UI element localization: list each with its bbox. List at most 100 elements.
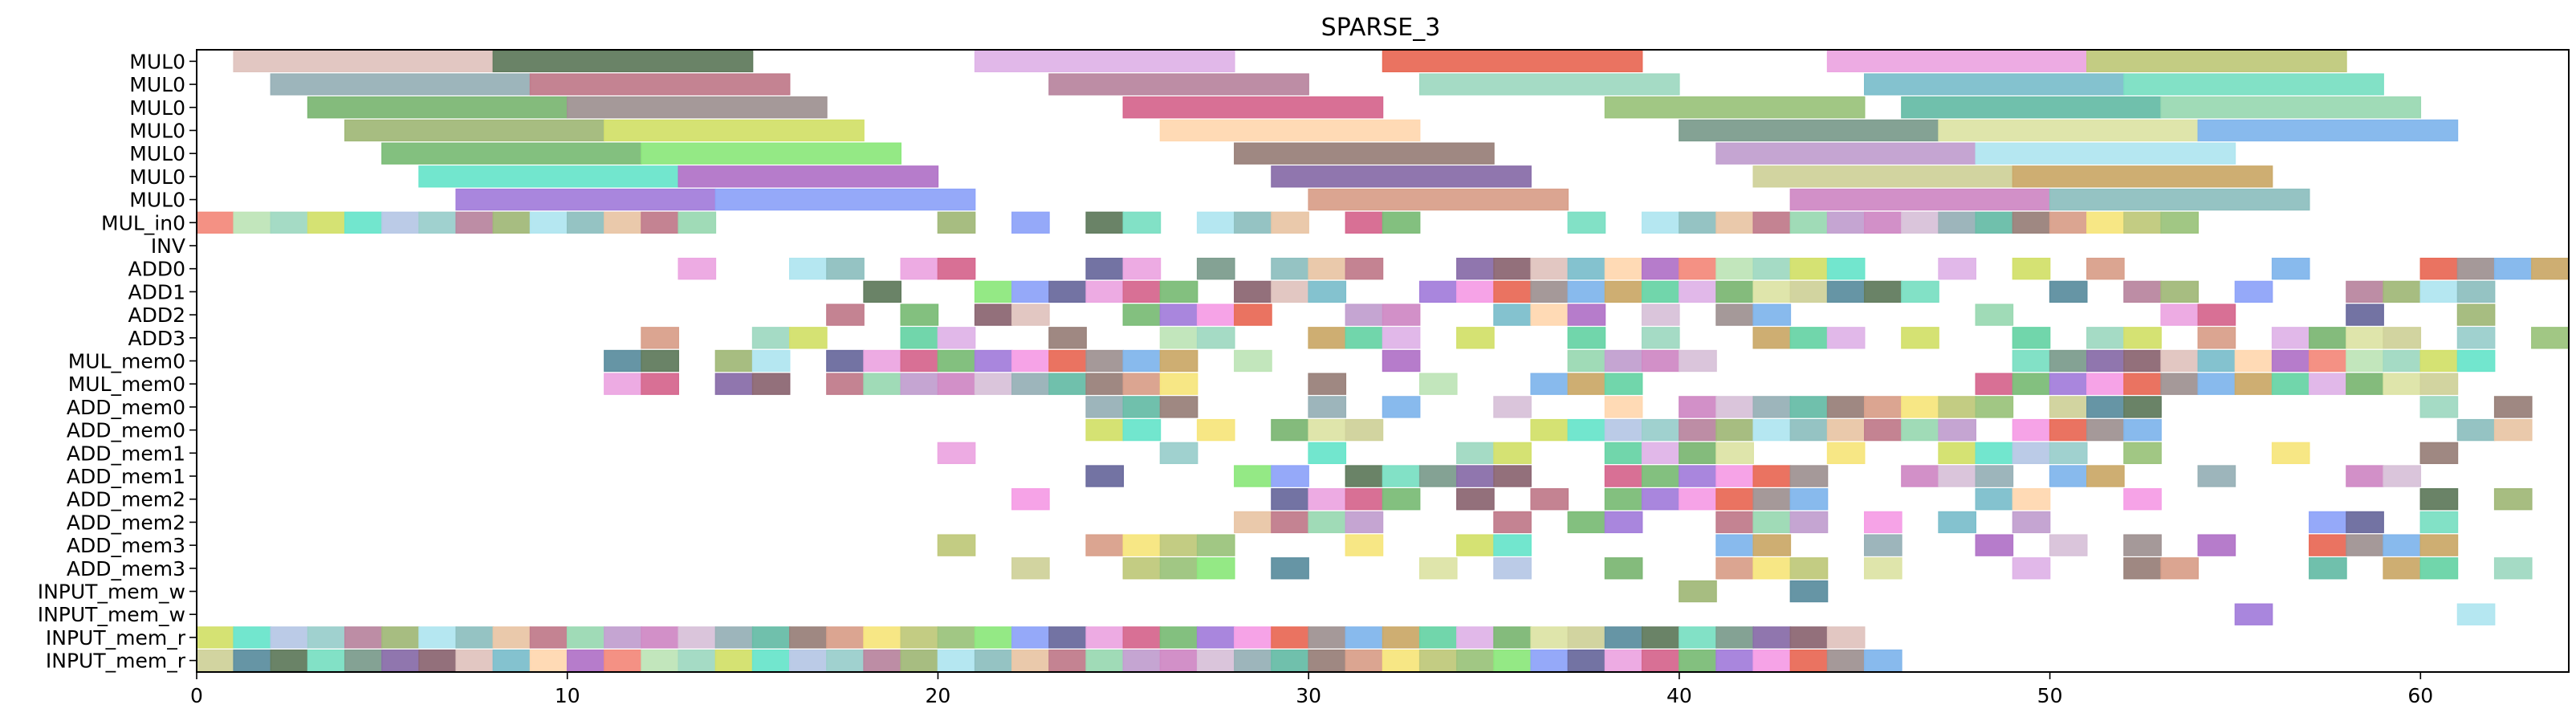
gantt-cell (1271, 488, 1309, 511)
gantt-cell (826, 373, 865, 395)
gantt-cell (714, 649, 754, 672)
gantt-cell (1493, 280, 1532, 303)
gantt-cell (2086, 211, 2125, 234)
gantt-cell (1382, 626, 1421, 649)
gantt-cell (1604, 349, 1643, 373)
gantt-cell (2086, 327, 2125, 349)
gantt-cell (1641, 280, 1680, 303)
gantt-cell (1975, 442, 2014, 464)
gantt-cell (1382, 396, 1421, 418)
gantt-cell (1789, 258, 1829, 280)
gantt-cell (1493, 626, 1532, 649)
gantt-cell (2456, 280, 2496, 303)
gantt-cell (900, 258, 939, 280)
gantt-cell (1456, 649, 1495, 672)
gantt-cell (937, 211, 976, 234)
gantt-cell (1604, 626, 1643, 649)
gantt-cell (2346, 280, 2384, 303)
gantt-cell (1567, 626, 1606, 649)
gantt-cell (2271, 327, 2310, 349)
gantt-cell (1789, 488, 1829, 511)
gantt-cell (604, 211, 642, 234)
gantt-cell (1159, 534, 1198, 556)
gantt-cell (1308, 511, 1347, 534)
gantt-bar (455, 188, 717, 211)
gantt-cell (751, 626, 791, 649)
gantt-bar (1382, 50, 1643, 73)
gantt-cell (751, 373, 791, 395)
gantt-cell (641, 626, 679, 649)
gantt-cell (974, 349, 1013, 373)
gantt-cell (678, 649, 717, 672)
gantt-cell (2383, 557, 2422, 580)
gantt-cell (1085, 280, 1125, 303)
gantt-bar (714, 188, 976, 211)
gantt-cell (826, 303, 865, 326)
x-tick-label: 50 (2037, 684, 2063, 707)
gantt-cell (1826, 396, 1866, 418)
x-tick-label: 60 (2407, 684, 2433, 707)
gantt-cell (1641, 303, 1680, 326)
gantt-cell (1308, 373, 1347, 395)
gantt-cell (1493, 534, 1532, 556)
gantt-cell (1382, 649, 1421, 672)
gantt-cell (2383, 534, 2422, 556)
gantt-cell (789, 626, 828, 649)
gantt-cell (2234, 349, 2273, 373)
gantt-cell (344, 211, 383, 234)
gantt-cell (2271, 349, 2310, 373)
gantt-cell (1382, 488, 1421, 511)
gantt-cell (2456, 258, 2496, 280)
gantt-cell (1715, 442, 1754, 464)
gantt-cell (1382, 349, 1421, 373)
gantt-bar (529, 73, 791, 96)
gantt-cell (1789, 465, 1829, 487)
gantt-cell (1418, 465, 1458, 487)
gantt-cell (1826, 327, 1866, 349)
gantt-cell (1011, 303, 1050, 326)
gantt-bar (307, 96, 568, 119)
gantt-cell (1456, 258, 1495, 280)
gantt-cell (1789, 280, 1829, 303)
y-tick-label: ADD_mem3 (67, 534, 185, 557)
gantt-cell (1271, 258, 1309, 280)
gantt-cell (1715, 303, 1754, 326)
gantt-cell (604, 373, 642, 395)
gantt-cell (1826, 211, 1866, 234)
gantt-cell (2493, 557, 2533, 580)
gantt-cell (1863, 534, 1902, 556)
gantt-cell (1196, 649, 1235, 672)
gantt-cell (1456, 534, 1495, 556)
gantt-cell (1234, 649, 1272, 672)
gantt-cell (2419, 258, 2459, 280)
gantt-cell (2086, 396, 2125, 418)
gantt-bar (492, 50, 754, 73)
gantt-cell (2160, 349, 2200, 373)
gantt-cell (2346, 373, 2384, 395)
gantt-cell (2419, 373, 2459, 395)
gantt-cell (1752, 258, 1792, 280)
gantt-cell (2012, 557, 2051, 580)
y-tick-label: INPUT_mem_w (38, 580, 185, 604)
gantt-cell (2123, 442, 2162, 464)
gantt-cell (2383, 280, 2422, 303)
gantt-cell (1641, 465, 1680, 487)
gantt-bar (1715, 142, 1977, 165)
gantt-cell (1567, 303, 1606, 326)
gantt-cell (1345, 211, 1384, 234)
axis-layer: MUL0MUL0MUL0MUL0MUL0MUL0MUL0MUL_in0INVAD… (38, 50, 2433, 707)
gantt-cell (641, 327, 679, 349)
gantt-cell (1122, 626, 1162, 649)
gantt-cell (900, 349, 939, 373)
gantt-cell (1715, 396, 1754, 418)
gantt-cell (604, 626, 642, 649)
gantt-cell (1752, 418, 1792, 442)
gantt-cell (2419, 349, 2459, 373)
gantt-cell (1641, 626, 1680, 649)
gantt-cell (2309, 557, 2347, 580)
gantt-cell (2123, 534, 2162, 556)
gantt-cell (1530, 649, 1569, 672)
gantt-cell (2346, 534, 2384, 556)
gantt-cell (1122, 557, 1162, 580)
gantt-cell (1122, 418, 1162, 442)
